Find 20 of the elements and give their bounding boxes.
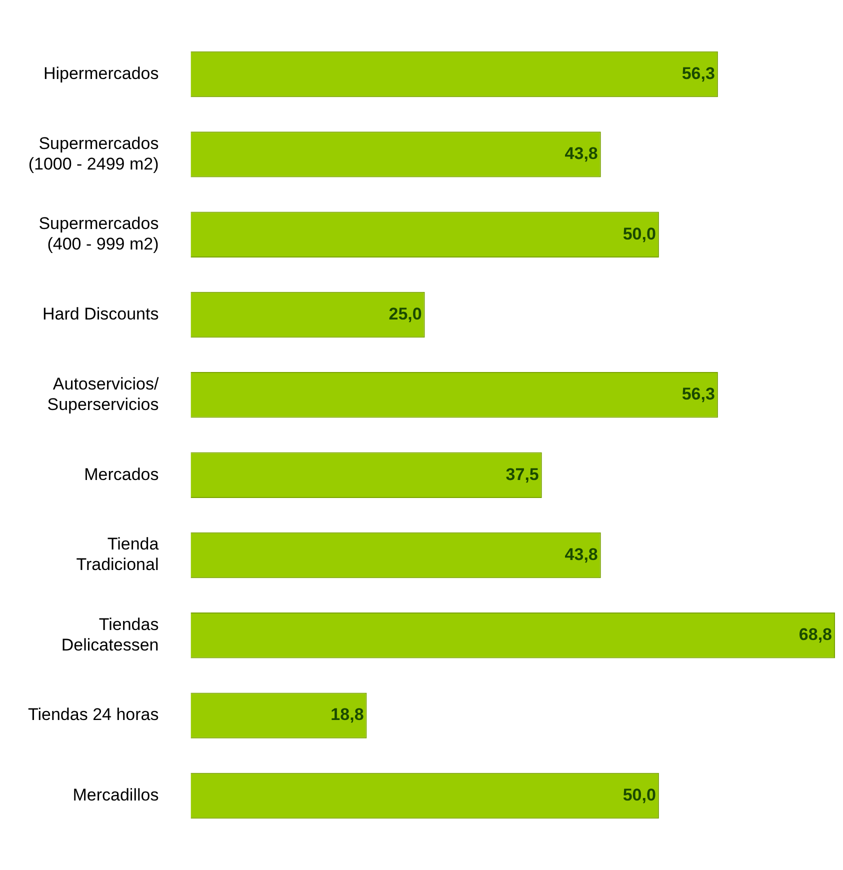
data-label: 68,8	[798, 625, 832, 644]
y-tick-label: Autoservicios/ Superservicios	[47, 374, 159, 414]
data-label: 50,0	[622, 224, 656, 244]
y-tick-label: Supermercados (400 - 999 m2)	[38, 214, 159, 254]
y-tick-label: Supermercados (1000 - 2499 m2)	[28, 134, 159, 174]
y-tick-label: Tiendas Delicatessen	[61, 614, 159, 654]
data-label: 56,3	[682, 384, 715, 404]
y-tick-label: Tiendas 24 horas	[28, 705, 159, 724]
y-tick-label: Hard Discounts	[42, 304, 159, 324]
data-label: 56,3	[682, 64, 715, 83]
data-label: 43,8	[564, 544, 598, 564]
data-label: 18,8	[330, 705, 364, 724]
data-label: 25,0	[388, 304, 422, 324]
data-label: 37,5	[506, 464, 539, 484]
data-label: 50,0	[622, 785, 656, 804]
y-tick-label: Tienda Tradicional	[76, 534, 160, 574]
data-label: 43,8	[564, 144, 598, 164]
y-tick-label: Hipermercados	[43, 64, 159, 83]
y-tick-label: Mercadillos	[72, 785, 159, 804]
y-tick-label: Mercados	[84, 464, 159, 484]
